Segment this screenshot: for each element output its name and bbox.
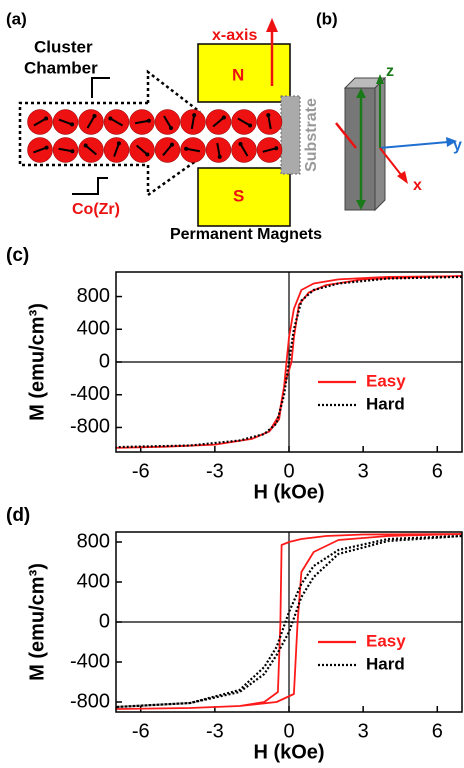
schematic: (a) (b) Cluster Chamber N S x-axis Subst… bbox=[6, 9, 462, 243]
spin-head bbox=[84, 144, 88, 148]
chamber-outline bbox=[148, 158, 200, 195]
x-axis-label: H (kOe) bbox=[253, 741, 324, 763]
x-tick-label: -6 bbox=[132, 460, 150, 482]
spin-head bbox=[184, 147, 188, 151]
spin-head bbox=[169, 126, 173, 130]
spin-head bbox=[218, 155, 222, 159]
spin-head bbox=[70, 122, 74, 126]
y-tick-label: 400 bbox=[77, 318, 110, 340]
spin-head bbox=[70, 149, 74, 153]
spin-head bbox=[145, 152, 149, 156]
y-axis-label: M (emu/cm³) bbox=[26, 303, 48, 421]
spin-head bbox=[222, 116, 226, 120]
bracket bbox=[72, 178, 108, 194]
y-tick-label: -800 bbox=[70, 690, 110, 712]
x-tick-label: 6 bbox=[432, 720, 443, 742]
x-tick-label: -6 bbox=[132, 720, 150, 742]
label: S bbox=[233, 186, 244, 205]
label: x-axis bbox=[212, 27, 257, 44]
label: x bbox=[413, 177, 422, 194]
y-tick-label: -800 bbox=[70, 416, 110, 438]
x-tick-label: 3 bbox=[358, 460, 369, 482]
label: Co(Zr) bbox=[72, 201, 120, 218]
label: N bbox=[232, 65, 244, 84]
panel-label: (a) bbox=[6, 9, 27, 28]
chamber-outline bbox=[148, 72, 200, 112]
x-tick-label: -3 bbox=[206, 460, 224, 482]
x-tick-label: 0 bbox=[283, 720, 294, 742]
axis-arrow bbox=[380, 142, 448, 148]
y-tick-label: -400 bbox=[70, 383, 110, 405]
y-tick-label: 800 bbox=[77, 530, 110, 552]
legend-label: Hard bbox=[366, 394, 405, 413]
particles bbox=[28, 110, 283, 163]
x-tick-label: 0 bbox=[283, 460, 294, 482]
panel-label: (c) bbox=[6, 245, 29, 266]
label: Chamber bbox=[24, 58, 98, 77]
label: Permanent Magnets bbox=[170, 226, 322, 243]
x-tick-label: -3 bbox=[206, 720, 224, 742]
label: y bbox=[453, 137, 462, 154]
legend-label: Easy bbox=[366, 631, 406, 650]
spin-head bbox=[192, 113, 196, 117]
legend-label: Hard bbox=[366, 654, 405, 673]
panel-label: (d) bbox=[6, 505, 30, 526]
spin-head bbox=[45, 146, 49, 150]
spin-head bbox=[274, 146, 278, 150]
bracket bbox=[92, 78, 110, 98]
spin-head bbox=[117, 141, 121, 145]
y-tick-label: -400 bbox=[70, 650, 110, 672]
y-tick-label: 0 bbox=[99, 610, 110, 632]
label: z bbox=[386, 63, 394, 80]
panel-label: (b) bbox=[316, 9, 338, 28]
figure: (a) (b) Cluster Chamber N S x-axis Subst… bbox=[0, 0, 464, 768]
y-tick-label: 800 bbox=[77, 285, 110, 307]
y-tick-label: 400 bbox=[77, 570, 110, 592]
spin-head bbox=[170, 143, 174, 147]
label: Substrate bbox=[303, 98, 320, 172]
spin-head bbox=[93, 114, 97, 118]
spin-head bbox=[239, 142, 243, 146]
label: Cluster bbox=[34, 37, 93, 56]
spin-head bbox=[147, 119, 151, 123]
substrate bbox=[281, 96, 300, 174]
spin-head bbox=[248, 124, 252, 128]
legend-label: Easy bbox=[366, 371, 406, 390]
spin-head bbox=[266, 113, 270, 117]
spin-head bbox=[44, 117, 48, 121]
spin-head bbox=[108, 117, 112, 121]
x-tick-label: 3 bbox=[358, 720, 369, 742]
y-axis-label: M (emu/cm³) bbox=[26, 563, 48, 681]
arrowhead bbox=[266, 18, 278, 32]
x-axis-label: H (kOe) bbox=[253, 481, 324, 503]
y-tick-label: 0 bbox=[99, 350, 110, 372]
x-tick-label: 6 bbox=[432, 460, 443, 482]
